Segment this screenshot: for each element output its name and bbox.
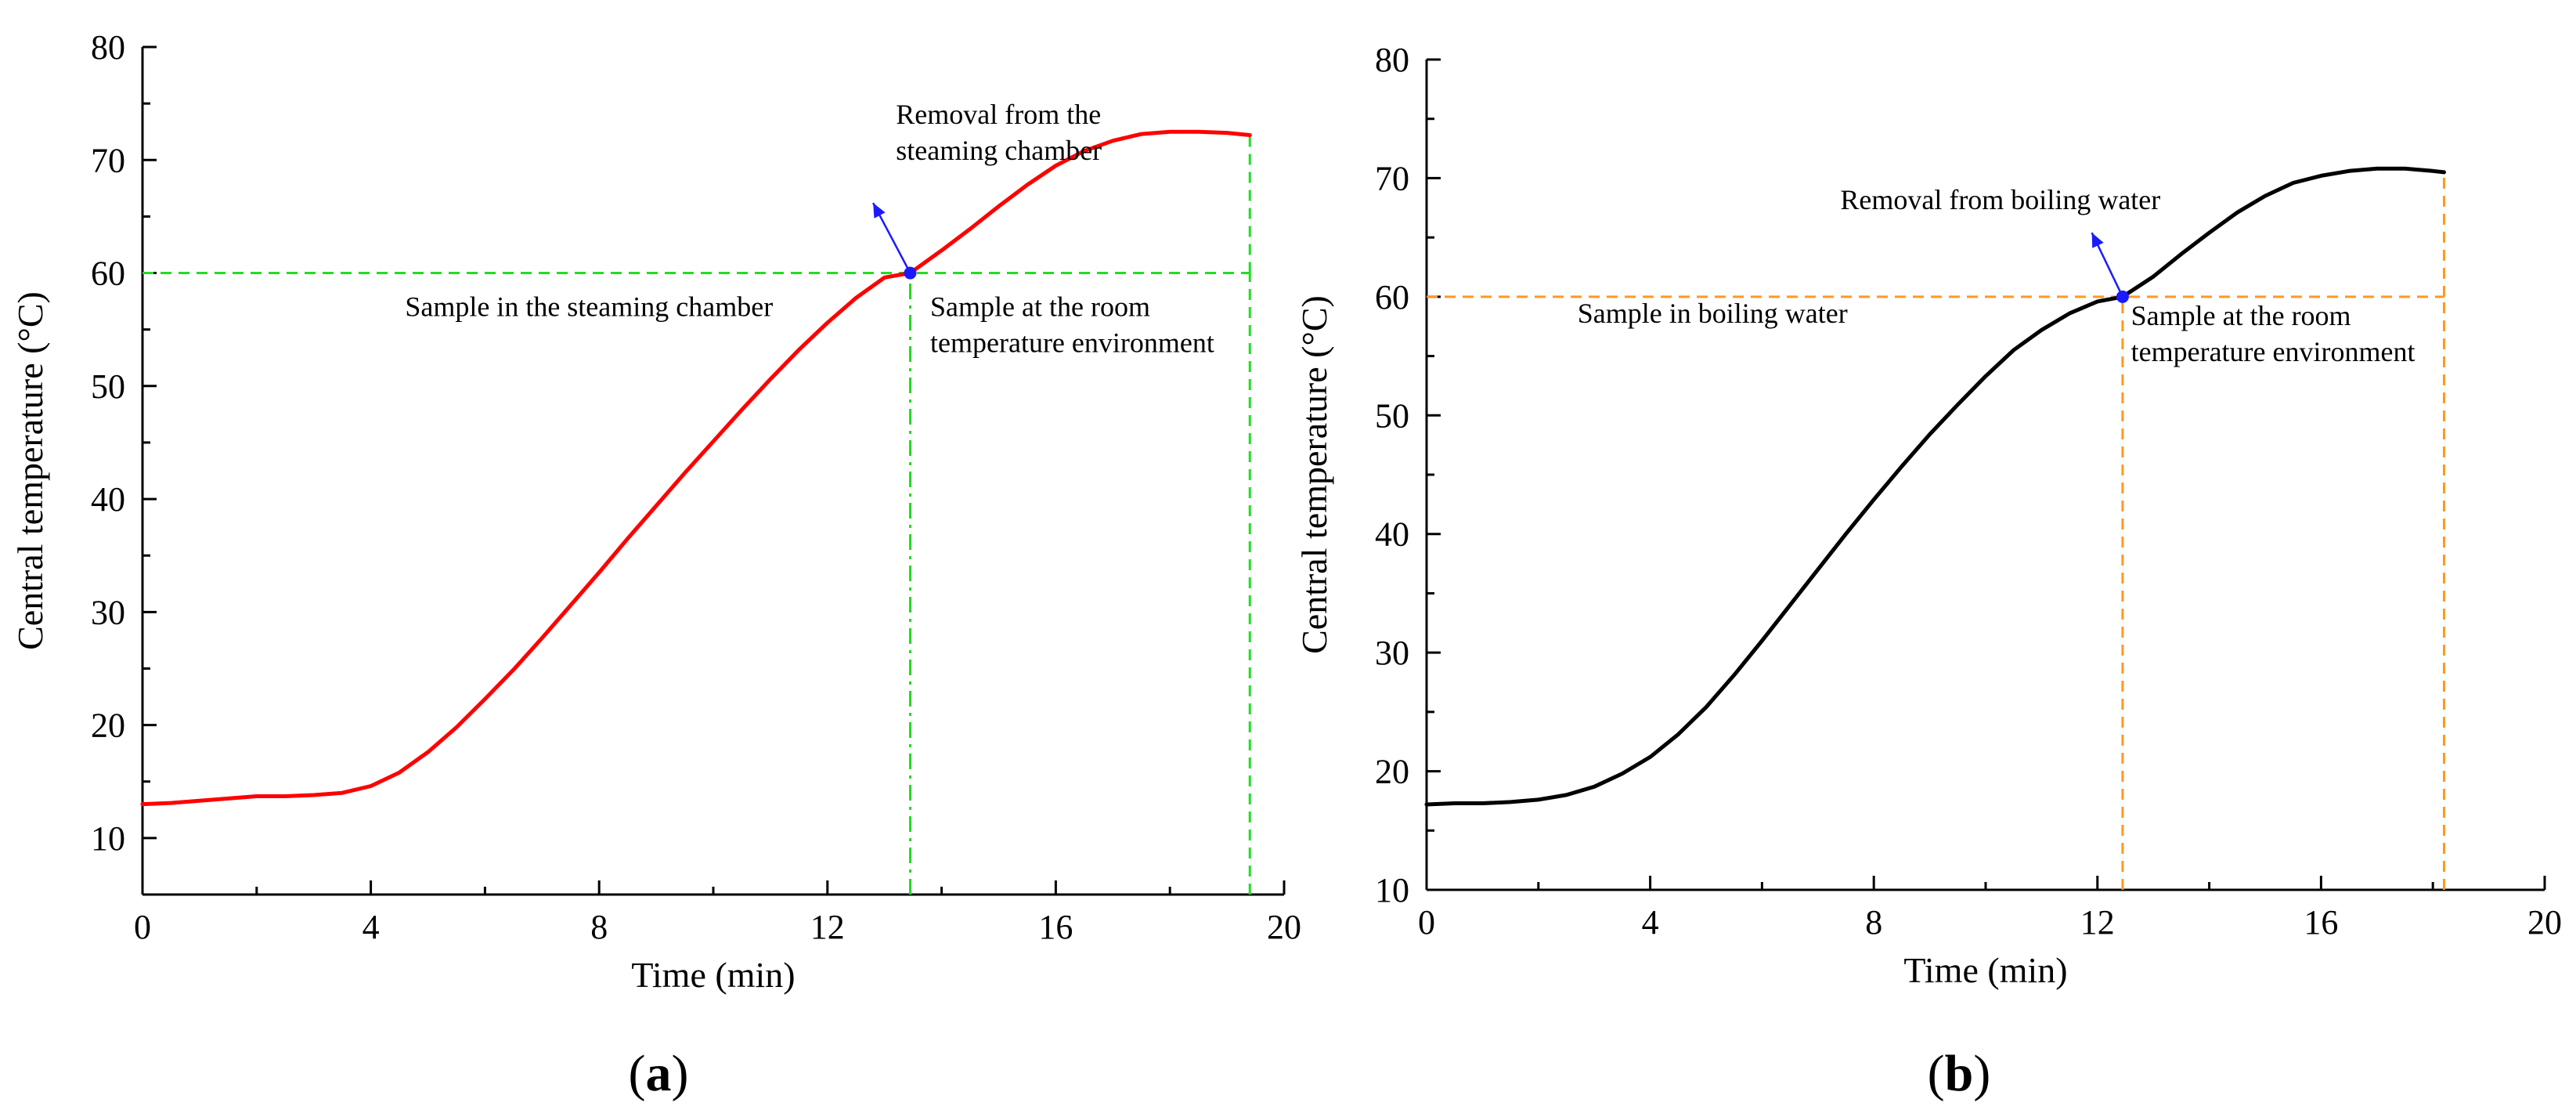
y-tick-label: 10 (91, 819, 125, 858)
x-tick-label: 4 (363, 908, 380, 946)
panel-label-letter: b (1945, 1045, 1974, 1102)
y-tick-label: 80 (91, 28, 125, 67)
annotation-sample-in: Sample in boiling water (1578, 298, 1848, 329)
annotation-removal: Removal from the steaming chamber (896, 99, 1102, 166)
y-tick-label: 70 (91, 141, 125, 179)
x-tick-label: 20 (1267, 908, 1301, 946)
annotation-removal-line: steaming chamber (896, 135, 1102, 166)
x-tick-label: 16 (1038, 908, 1073, 946)
annotation-removal-line: Removal from boiling water (1840, 184, 2160, 215)
annotation-removal: Removal from boiling water (1840, 184, 2160, 215)
y-tick-label: 10 (1375, 871, 1409, 909)
x-tick-label: 20 (2527, 903, 2562, 942)
panel-label: (b) (1928, 1045, 1991, 1102)
panel-label: (a) (629, 1045, 689, 1102)
annotation-sample-room-line: temperature environment (2131, 336, 2415, 367)
annotation-sample-in-line: Sample in boiling water (1578, 298, 1848, 329)
x-axis-label: Time (min) (1903, 950, 2067, 990)
panel-label-close: ) (672, 1045, 689, 1102)
annotation-removal-line: Removal from the (896, 99, 1101, 130)
series-line (1424, 166, 2446, 807)
y-axis-label: Central temperature (°C) (1294, 295, 1334, 654)
x-tick-label: 8 (590, 908, 608, 946)
x-tick-label: 8 (1865, 903, 1882, 942)
annotation-sample-room-line: Sample at the room (930, 291, 1150, 322)
y-axis-label: Central temperature (°C) (10, 291, 50, 650)
y-tick-label: 20 (91, 707, 125, 745)
annotation-sample-in-line: Sample in the steaming chamber (405, 291, 773, 322)
annotation-sample-room-line: temperature environment (930, 327, 1214, 358)
annotation-sample-room: Sample at the room temperature environmen… (2131, 300, 2415, 367)
annotation-sample-room: Sample at the room temperature environmen… (930, 291, 1214, 358)
y-tick-label: 80 (1375, 41, 1409, 79)
x-tick-label: 12 (810, 908, 845, 946)
panel-a: 0 4 8 12 16 20 10 20 30 40 50 60 70 80 Time (min) Centr… (10, 28, 1301, 1102)
y-tick-label: 40 (91, 480, 125, 519)
panel-label-open: ( (1928, 1045, 1945, 1102)
panel-label-close: ) (1973, 1045, 1990, 1102)
x-axis-label: Time (min) (631, 955, 795, 995)
annotation-arrow-head (2091, 233, 2104, 248)
x-tick-label: 0 (134, 908, 151, 946)
panel-label-open: ( (629, 1045, 646, 1102)
y-tick-label: 30 (1375, 634, 1409, 672)
transition-marker (2116, 290, 2129, 303)
y-tick-label: 70 (1375, 159, 1409, 197)
y-tick-label: 40 (1375, 515, 1409, 554)
annotation-sample-in: Sample in the steaming chamber (405, 291, 773, 322)
annotation-sample-room-line: Sample at the room (2131, 300, 2351, 331)
x-tick-label: 16 (2304, 903, 2338, 942)
x-tick-label: 0 (1418, 903, 1435, 942)
y-tick-label: 50 (1375, 396, 1409, 435)
panel-label-letter: a (646, 1045, 672, 1102)
annotation-arrow-head (873, 203, 886, 219)
x-tick-label: 4 (1642, 903, 1659, 942)
series-line (140, 129, 1252, 807)
y-tick-label: 60 (91, 255, 125, 293)
y-tick-label: 60 (1375, 278, 1409, 316)
y-tick-label: 50 (91, 367, 125, 406)
y-tick-label: 30 (91, 593, 125, 631)
y-tick-label: 20 (1375, 753, 1409, 791)
transition-marker (904, 266, 917, 280)
x-tick-label: 12 (2080, 903, 2115, 942)
panel-b: 0 4 8 12 16 20 10 20 30 40 50 60 70 80 Time (min) Centr… (1294, 41, 2562, 1102)
